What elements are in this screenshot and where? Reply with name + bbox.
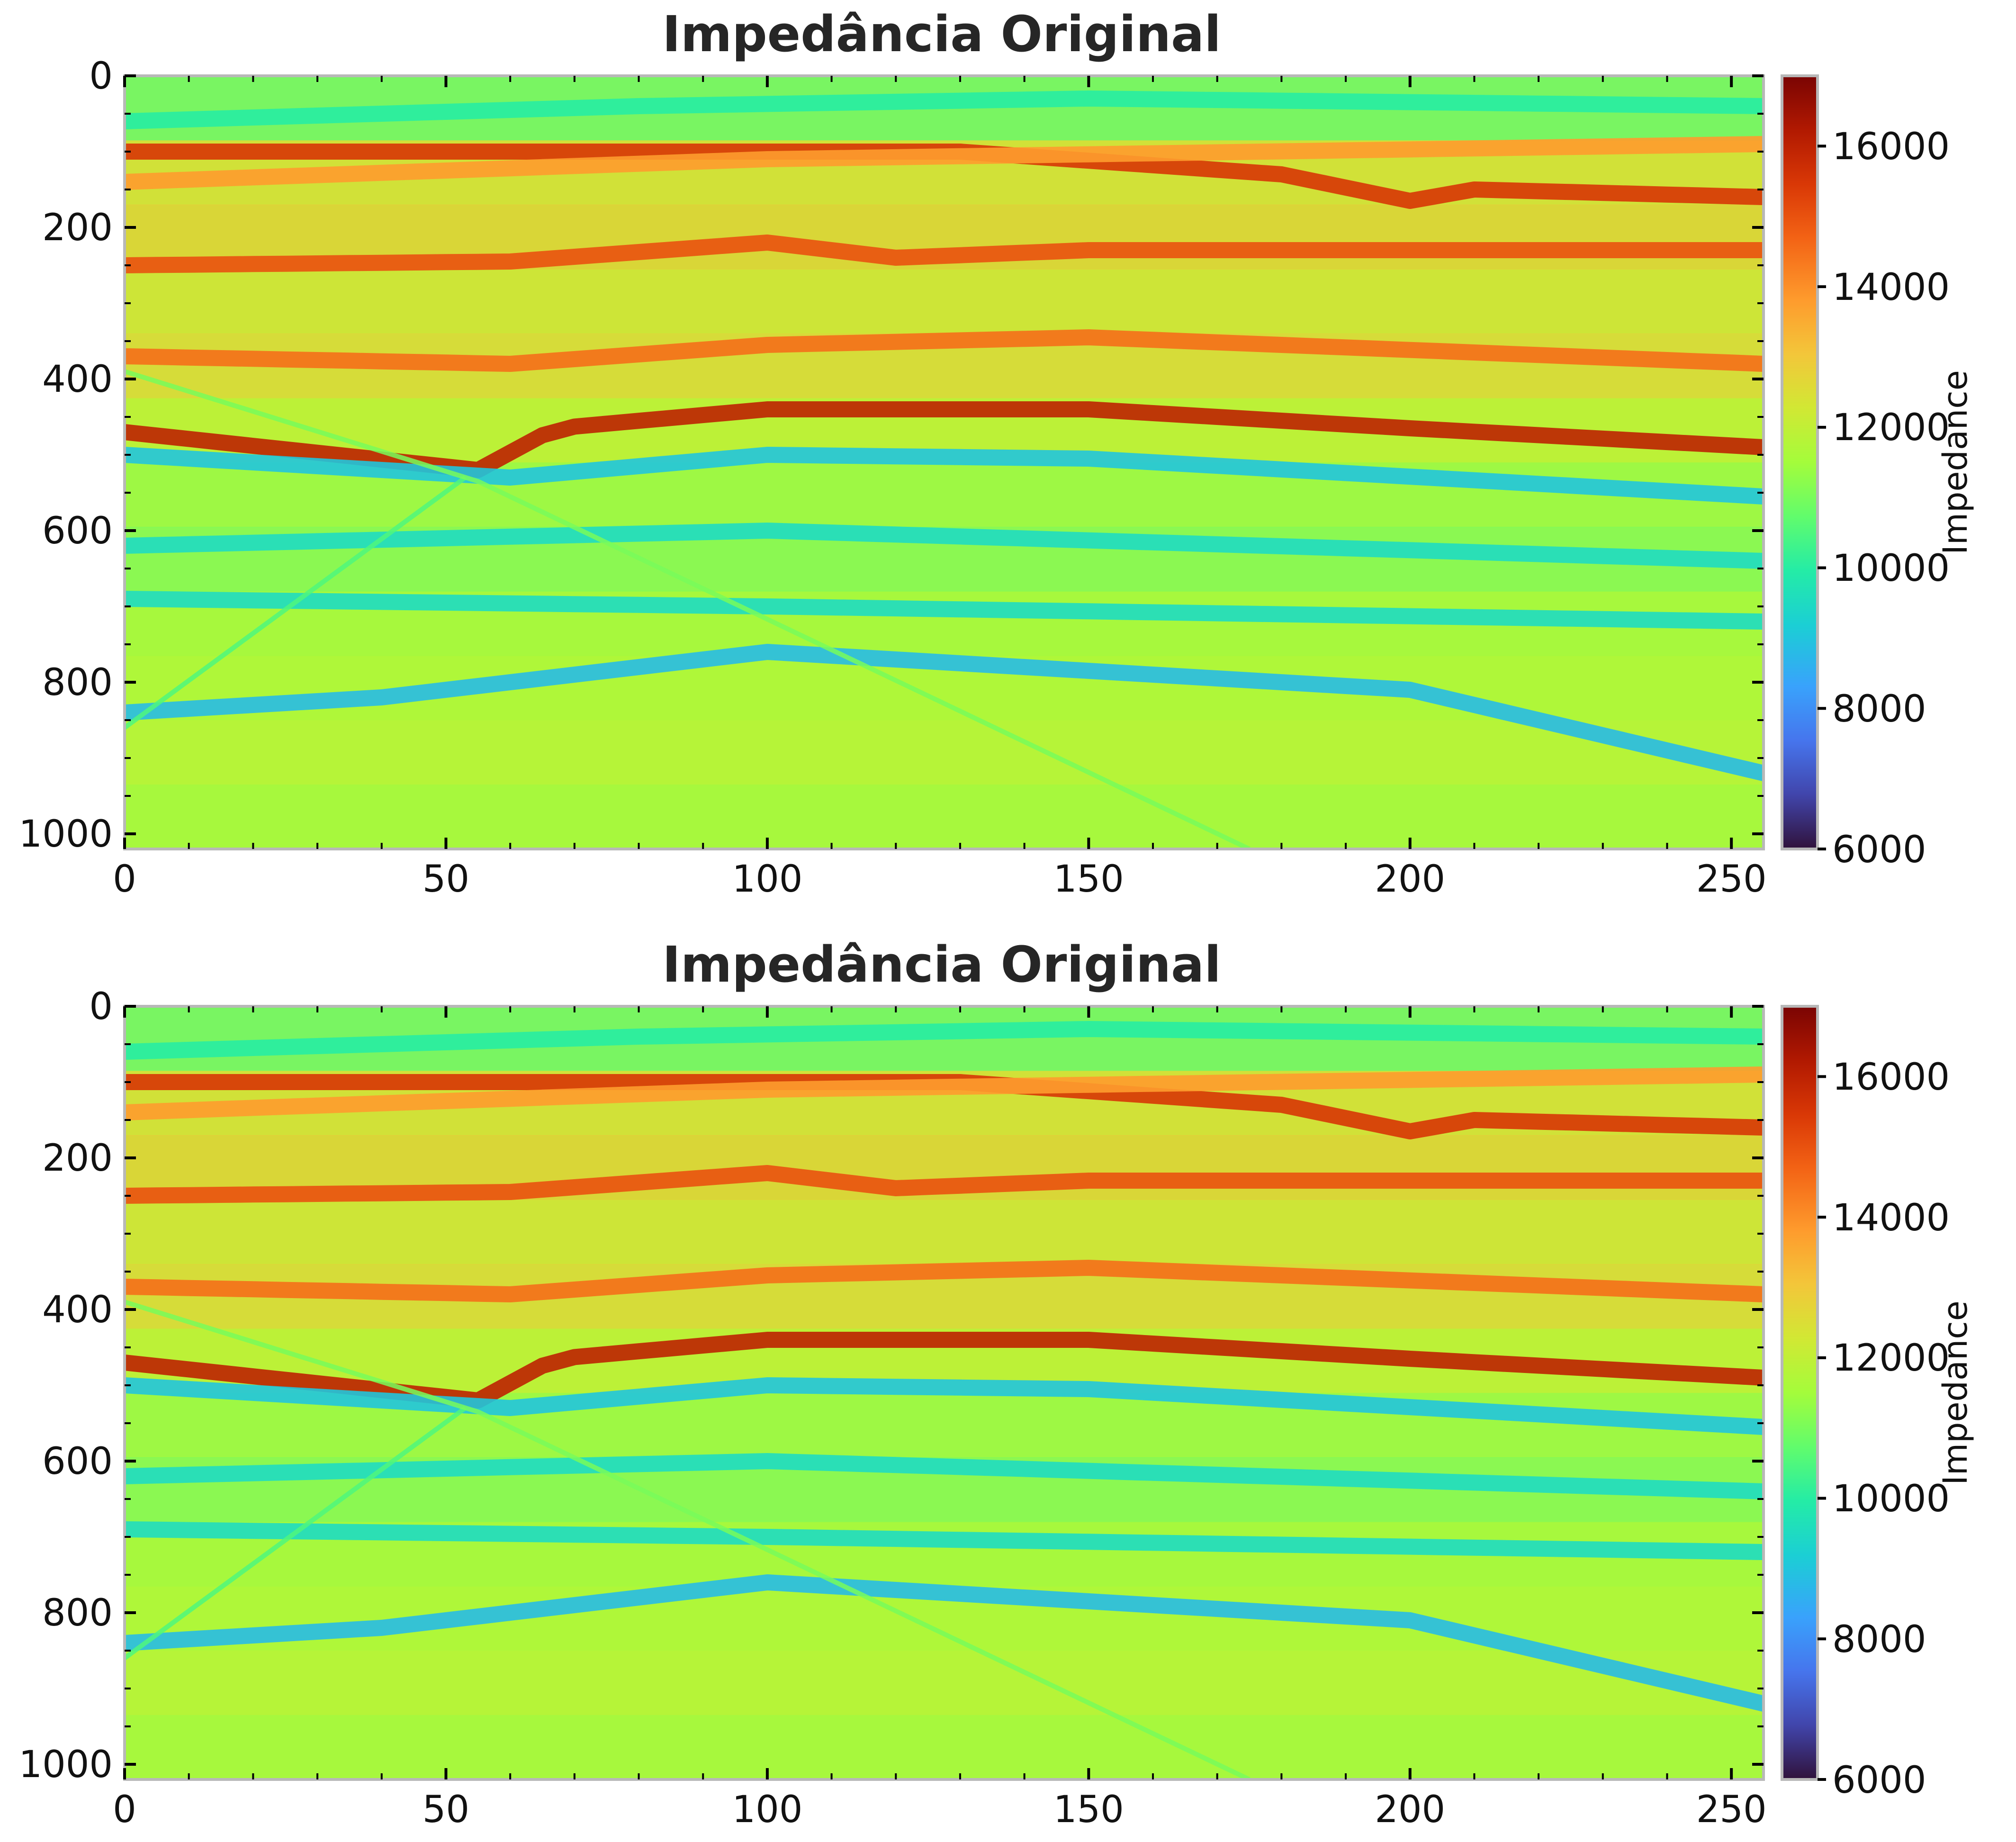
x-tick-label: 250 bbox=[1696, 1788, 1767, 1831]
fault-line bbox=[125, 475, 467, 730]
horizon-band bbox=[125, 329, 1764, 372]
background-band bbox=[125, 785, 1764, 849]
y-tick-labels: 0 200 400 600 800 1000 bbox=[18, 55, 113, 856]
x-tick-label: 0 bbox=[113, 1788, 136, 1831]
heatmap-plot-area bbox=[125, 76, 1764, 849]
background-band bbox=[125, 269, 1764, 334]
x-tick-label: 100 bbox=[732, 1788, 802, 1831]
y-tick-label: 200 bbox=[42, 207, 113, 249]
y-tick-label: 0 bbox=[89, 985, 113, 1028]
x-tick-label: 0 bbox=[113, 858, 136, 901]
horizon-band bbox=[125, 1332, 1764, 1409]
panel-bottom: Impedância Original 0 50 100 150 200 250… bbox=[18, 936, 1975, 1831]
x-tick-label: 200 bbox=[1375, 1788, 1445, 1831]
horizon-band bbox=[125, 447, 1764, 505]
heatmap-marks bbox=[125, 1006, 1764, 1779]
background-band bbox=[125, 1651, 1764, 1716]
horizon-band bbox=[125, 235, 1764, 273]
panel-title: Impedância Original bbox=[662, 5, 1221, 63]
axis-ticks bbox=[123, 1005, 1764, 1779]
horizon-band bbox=[125, 1453, 1764, 1499]
x-tick-labels: 0 50 100 150 200 250 bbox=[113, 858, 1766, 901]
x-tick-label: 250 bbox=[1696, 858, 1767, 901]
fault-line bbox=[125, 369, 1251, 849]
horizon-band bbox=[125, 1021, 1764, 1060]
colorbar-tick-label: 6000 bbox=[1832, 829, 1926, 871]
horizon-band bbox=[125, 1521, 1764, 1560]
colorbar-frame bbox=[1781, 1005, 1819, 1781]
colorbar: 6000 8000 10000 12000 14000 16000 Impeda… bbox=[1781, 1005, 1975, 1802]
background-band bbox=[125, 1715, 1764, 1779]
y-tick-label: 1000 bbox=[18, 813, 113, 856]
y-tick-label: 800 bbox=[42, 1592, 113, 1634]
colorbar-ticks bbox=[1818, 1075, 1826, 1781]
heatmap-plot-area bbox=[125, 1006, 1764, 1779]
y-tick-label: 0 bbox=[89, 55, 113, 98]
colorbar-tick-label: 16000 bbox=[1832, 126, 1950, 168]
colorbar-label: Impedance bbox=[1936, 1300, 1975, 1485]
y-tick-labels: 0 200 400 600 800 1000 bbox=[18, 985, 113, 1786]
horizon-band bbox=[125, 1574, 1764, 1712]
background-band bbox=[125, 1200, 1764, 1264]
plot-frame bbox=[123, 1005, 1765, 1781]
x-tick-label: 150 bbox=[1053, 1788, 1124, 1831]
x-tick-labels: 0 50 100 150 200 250 bbox=[113, 1788, 1766, 1831]
colorbar-tick-label: 12000 bbox=[1832, 1337, 1950, 1380]
x-tick-label: 150 bbox=[1053, 858, 1124, 901]
colorbar-tick-label: 14000 bbox=[1832, 266, 1950, 309]
horizon-band bbox=[125, 401, 1764, 478]
x-tick-label: 100 bbox=[732, 858, 802, 901]
colorbar-gradient bbox=[1782, 76, 1818, 849]
x-tick-label: 50 bbox=[423, 858, 469, 901]
colorbar-tick-label: 12000 bbox=[1832, 406, 1950, 449]
panel-title: Impedância Original bbox=[662, 936, 1221, 993]
y-tick-label: 600 bbox=[42, 1440, 113, 1483]
panel-top: Impedância Original 0 50 100 150 200 250… bbox=[18, 5, 1975, 901]
horizon-band bbox=[125, 1066, 1764, 1120]
horizon-band bbox=[125, 90, 1764, 129]
horizon-band bbox=[125, 644, 1764, 781]
y-tick-label: 1000 bbox=[18, 1743, 113, 1786]
horizon-band bbox=[125, 523, 1764, 569]
axis-ticks bbox=[123, 74, 1764, 849]
horizon-band bbox=[125, 1165, 1764, 1204]
colorbar-frame bbox=[1781, 74, 1819, 850]
colorbar-tick-label: 8000 bbox=[1832, 1618, 1926, 1661]
y-tick-label: 200 bbox=[42, 1137, 113, 1180]
colorbar-label: Impedance bbox=[1936, 370, 1975, 555]
y-tick-label: 600 bbox=[42, 510, 113, 552]
colorbar-tick-label: 14000 bbox=[1832, 1197, 1950, 1239]
x-tick-label: 50 bbox=[423, 1788, 469, 1831]
y-tick-label: 800 bbox=[42, 661, 113, 704]
colorbar-tick-label: 16000 bbox=[1832, 1056, 1950, 1099]
colorbar-tick-label: 6000 bbox=[1832, 1759, 1926, 1802]
horizon-band bbox=[125, 136, 1764, 190]
colorbar-tick-label: 10000 bbox=[1832, 1478, 1950, 1520]
fault-line bbox=[125, 1300, 1251, 1779]
background-band bbox=[125, 720, 1764, 785]
y-tick-label: 400 bbox=[42, 1289, 113, 1331]
colorbar: 6000 8000 10000 12000 14000 16000 Impeda… bbox=[1781, 74, 1975, 871]
colorbar-tick-label: 10000 bbox=[1832, 547, 1950, 590]
horizon-band bbox=[125, 1260, 1764, 1302]
colorbar-tick-label: 8000 bbox=[1832, 688, 1926, 731]
colorbar-ticks bbox=[1818, 144, 1826, 850]
fault-line bbox=[125, 1406, 467, 1661]
y-tick-label: 400 bbox=[42, 358, 113, 401]
colorbar-gradient bbox=[1782, 1006, 1818, 1779]
x-tick-label: 200 bbox=[1375, 858, 1445, 901]
horizon-band bbox=[125, 1377, 1764, 1435]
horizon-band bbox=[125, 591, 1764, 630]
plot-frame bbox=[123, 74, 1765, 850]
heatmap-marks bbox=[125, 76, 1764, 849]
